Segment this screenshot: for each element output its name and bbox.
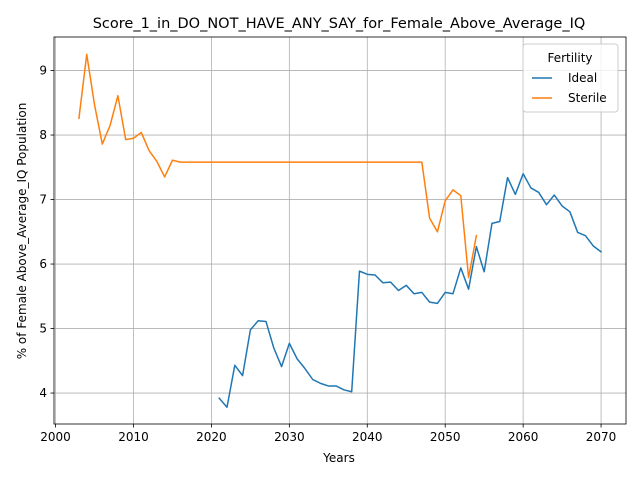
series-line-ideal [218, 172, 603, 408]
y-tick-label: 9 [39, 64, 47, 78]
y-axis-ticks: 4 5 6 7 8 9 [39, 64, 54, 400]
x-axis-ticks: 2000 2010 2020 2030 2040 2050 2060 2070 [40, 424, 616, 444]
series-line-sterile [78, 53, 478, 279]
x-tick-label: 2040 [352, 430, 383, 444]
x-axis-label: Years [322, 451, 355, 465]
x-tick-label: 2070 [586, 430, 617, 444]
y-tick-label: 4 [39, 386, 47, 400]
legend: Fertility Ideal Sterile [522, 43, 619, 113]
legend-label-sterile: Sterile [568, 91, 607, 105]
x-tick-label: 2000 [40, 430, 71, 444]
chart-title: Score_1_in_DO_NOT_HAVE_ANY_SAY_for_Femal… [93, 16, 586, 32]
y-tick-label: 7 [39, 193, 47, 207]
legend-box [522, 43, 619, 113]
x-tick-label: 2030 [274, 430, 305, 444]
y-tick-label: 5 [39, 322, 47, 336]
y-tick-label: 6 [39, 257, 47, 271]
series-lines [78, 53, 603, 408]
x-tick-label: 2010 [118, 430, 149, 444]
x-tick-label: 2050 [430, 430, 461, 444]
y-tick-label: 8 [39, 128, 47, 142]
legend-label-ideal: Ideal [568, 71, 597, 85]
x-tick-label: 2020 [196, 430, 227, 444]
legend-title: Fertility [547, 51, 592, 65]
x-tick-label: 2060 [508, 430, 539, 444]
y-axis-label: % of Female Above_Average_IQ Population [15, 103, 29, 360]
plot-frame [53, 36, 627, 425]
